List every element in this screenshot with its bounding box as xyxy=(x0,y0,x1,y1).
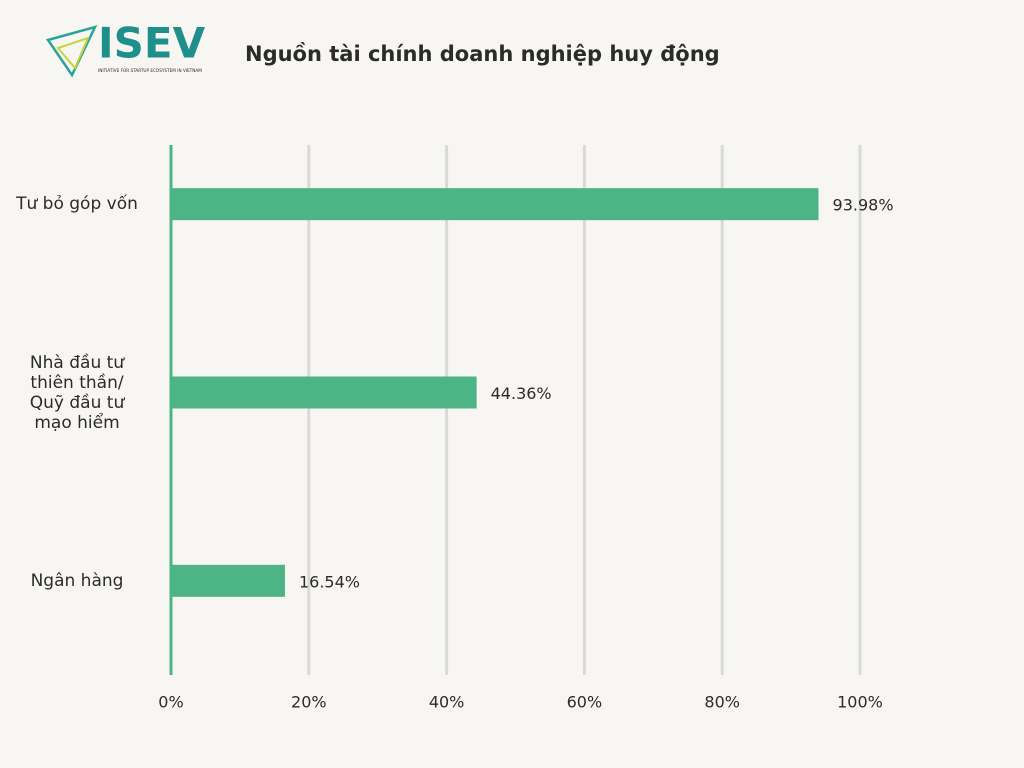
data-label: 44.36% xyxy=(491,384,552,403)
x-tick-label: 60% xyxy=(567,693,603,712)
y-tick-label: Nhà đầu tư thiên thần/ Quỹ đầu tư mạo hi… xyxy=(29,352,125,433)
data-label: 16.54% xyxy=(299,572,360,591)
x-tick-label: 40% xyxy=(429,693,465,712)
bar xyxy=(171,376,477,409)
bar xyxy=(171,188,819,221)
logo-tagline: INITIATIVE FOR STARTUP ECOSYSTEM IN VIET… xyxy=(98,68,202,73)
logo-text: ISEV xyxy=(98,19,206,68)
x-tick-label: 20% xyxy=(291,693,327,712)
x-tick-label: 80% xyxy=(704,693,740,712)
bar xyxy=(171,564,285,597)
logo-icon xyxy=(56,36,90,70)
logo: ISEV INITIATIVE FOR STARTUP ECOSYSTEM IN… xyxy=(45,19,206,78)
chart-title: Nguồn tài chính doanh nghiệp huy động xyxy=(245,42,720,66)
x-tick-label: 100% xyxy=(837,693,883,712)
x-tick-label: 0% xyxy=(158,693,183,712)
logo-icon xyxy=(45,25,98,78)
y-tick-label: Tư bỏ góp vốn xyxy=(16,194,138,215)
data-label: 93.98% xyxy=(833,196,894,215)
y-tick-label: Ngân hàng xyxy=(30,570,124,591)
